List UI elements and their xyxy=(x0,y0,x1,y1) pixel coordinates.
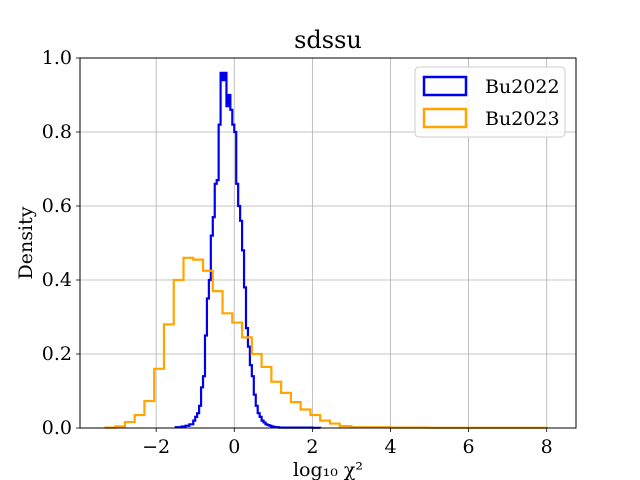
histogram-step-line xyxy=(174,71,322,429)
x-tick-label: 8 xyxy=(541,436,553,458)
histogram-bin xyxy=(271,382,281,428)
histogram-bin xyxy=(330,424,340,428)
y-axis-label: Density xyxy=(15,206,37,279)
histogram-bin xyxy=(320,421,330,428)
histogram-bin xyxy=(310,415,320,428)
x-tick-label: 6 xyxy=(463,436,475,458)
legend: Bu2022 Bu2023 xyxy=(414,66,566,138)
y-tick-label: 0.2 xyxy=(42,343,72,365)
legend-swatch xyxy=(422,75,468,97)
histogram-bin xyxy=(183,258,193,428)
histogram-bin xyxy=(144,401,154,428)
histogram-step-line xyxy=(104,256,548,429)
series-bu2022 xyxy=(174,71,322,429)
x-tick-label: 2 xyxy=(306,436,318,458)
legend-label: Bu2023 xyxy=(485,108,560,130)
histogram-bin xyxy=(232,323,242,428)
y-tick-label: 0.4 xyxy=(42,269,72,291)
histogram-bin xyxy=(223,313,233,428)
histogram-bin xyxy=(262,367,272,428)
plot-frame xyxy=(79,57,577,429)
histogram-bin xyxy=(213,291,223,428)
ticks: −2 0 2 4 6 8 0.0 0.2 0.4 0.6 0.8 1.0 xyxy=(42,47,553,458)
histogram-bin xyxy=(252,354,262,428)
histogram-bin xyxy=(164,324,174,428)
chart-title: sdssu xyxy=(294,26,362,54)
y-tick-label: 0.8 xyxy=(42,121,72,143)
histogram-bin xyxy=(154,369,164,428)
histogram-bin xyxy=(203,271,213,428)
x-tick-label: −2 xyxy=(142,436,170,458)
legend-box xyxy=(414,66,566,138)
histogram-bin xyxy=(291,402,301,428)
histogram-bin xyxy=(125,422,135,428)
legend-item-bu2023: Bu2023 xyxy=(422,107,560,130)
legend-swatch xyxy=(422,107,468,129)
histogram-bin xyxy=(242,337,252,428)
x-tick-label: 4 xyxy=(384,436,396,458)
series-bu2023 xyxy=(104,256,548,429)
histogram-bin xyxy=(281,393,291,428)
legend-item-bu2022: Bu2022 xyxy=(422,75,560,98)
x-tick-label: 0 xyxy=(228,436,240,458)
histogram-bin xyxy=(301,410,311,429)
y-tick-label: 0.0 xyxy=(42,417,72,439)
histogram-bin xyxy=(174,280,184,428)
y-tick-label: 0.6 xyxy=(42,195,72,217)
y-tick-label: 1.0 xyxy=(42,47,72,69)
histogram-bin xyxy=(193,260,203,428)
series-layer xyxy=(104,71,548,429)
histogram-bin xyxy=(135,415,145,428)
x-axis-label: log₁₀ χ² xyxy=(293,459,363,480)
legend-label: Bu2022 xyxy=(485,76,560,98)
